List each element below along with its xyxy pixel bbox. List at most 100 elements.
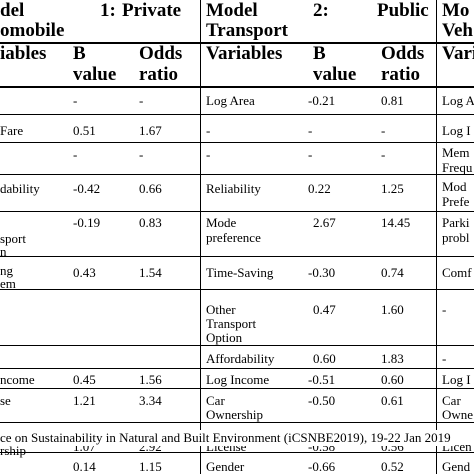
col-header: ratio [381, 64, 421, 85]
col-header: Odds [139, 43, 183, 64]
cell: 14.45 [381, 215, 411, 230]
model3-header: Veh [442, 20, 473, 41]
cell: se [0, 393, 11, 408]
cell: em [0, 276, 16, 291]
cell: 1.54 [139, 265, 162, 280]
cell: - [73, 147, 78, 162]
cell: - [206, 123, 211, 138]
cell: -0.66 [308, 459, 336, 474]
col-header: Variables [442, 43, 474, 64]
cell: 0.43 [73, 265, 96, 280]
model3-header: Mo [442, 0, 470, 21]
cell: Fare [0, 123, 24, 138]
cell: dability [0, 181, 40, 196]
cell: Ownership [206, 407, 264, 422]
col-header: Odds [381, 43, 425, 64]
col-header: iables [0, 43, 47, 64]
cell: Affordability [206, 351, 275, 366]
header-rule [0, 42, 474, 44]
cell: sport [0, 231, 26, 246]
cell: -0.21 [308, 93, 336, 108]
cell: 0.45 [73, 372, 96, 387]
model2-header: 2: [313, 0, 329, 21]
cell: 0.83 [139, 215, 162, 230]
cell: Mem [442, 145, 470, 160]
cell: - [308, 123, 313, 138]
cell: 1.60 [381, 302, 404, 317]
cell: Mode [206, 215, 237, 230]
cell: - [206, 147, 211, 162]
cell: 1.15 [139, 459, 162, 474]
cell: Owne [442, 407, 474, 422]
cell: - [73, 93, 78, 108]
cell: 0.60 [381, 372, 404, 387]
model1-header: omobile [0, 20, 65, 41]
cell: Car [206, 393, 225, 408]
row-rule [0, 142, 474, 143]
cell: Car [442, 393, 461, 408]
cell: Log A [442, 93, 474, 108]
col-header: value [73, 64, 117, 85]
cell: 0.51 [73, 123, 96, 138]
column-divider [200, 0, 201, 474]
col-header: B [313, 43, 326, 64]
row-rule [0, 114, 474, 115]
cell: 0.22 [308, 181, 331, 196]
col-header: B [73, 43, 86, 64]
cell: 1.56 [139, 372, 162, 387]
cell: -0.42 [73, 181, 101, 196]
cell: n [0, 244, 7, 259]
cell: Comf [442, 265, 472, 280]
cell: ng [0, 263, 13, 278]
cell: Time-Saving [206, 265, 274, 280]
row-rule [0, 256, 474, 257]
col-header: Variables [206, 43, 283, 64]
cell: -0.19 [73, 215, 101, 230]
cell: - [308, 147, 313, 162]
cell: Reliability [206, 181, 261, 196]
cell: 0.60 [313, 351, 336, 366]
cell: -0.51 [308, 372, 336, 387]
cell: Log I [442, 123, 471, 138]
cell: - [381, 147, 386, 162]
model2-header: Public [377, 0, 429, 21]
cell: 0.14 [73, 459, 96, 474]
cell: 0.74 [381, 265, 404, 280]
subheader-rule [0, 86, 474, 88]
cell: - [139, 93, 144, 108]
cell: Option [206, 330, 243, 345]
cell: -0.50 [308, 393, 336, 408]
cell: Transport [206, 316, 257, 331]
cell: preference [206, 230, 261, 245]
cell: 0.81 [381, 93, 404, 108]
cell: Gend [442, 459, 471, 474]
cell: Mod [442, 179, 467, 194]
cell: Other [206, 302, 236, 317]
cell: Log Income [206, 372, 270, 387]
model1-header: Private [122, 0, 182, 21]
row-rule [0, 345, 474, 346]
cell: ncome [0, 372, 35, 387]
cell: rship [0, 443, 26, 458]
cell: 2.67 [313, 215, 336, 230]
cell: Frequ [442, 160, 473, 175]
cell: probl [442, 230, 470, 245]
cell: - [442, 302, 447, 317]
cell: 1.83 [381, 351, 404, 366]
col-header: value [313, 64, 357, 85]
cell: Prefe [442, 194, 470, 209]
row-rule [0, 388, 474, 389]
cell: 1.67 [139, 123, 162, 138]
cell: Gender [206, 459, 245, 474]
col-header: ratio [139, 64, 179, 85]
cell: Log I [442, 372, 471, 387]
cell: -0.30 [308, 265, 336, 280]
model2-header: Model [206, 0, 258, 21]
row-rule [0, 289, 474, 290]
cell: Parki [442, 215, 470, 230]
cell: 0.52 [381, 459, 404, 474]
model1-header: del [0, 0, 25, 21]
row-rule [0, 211, 474, 212]
cell: 0.47 [313, 302, 336, 317]
